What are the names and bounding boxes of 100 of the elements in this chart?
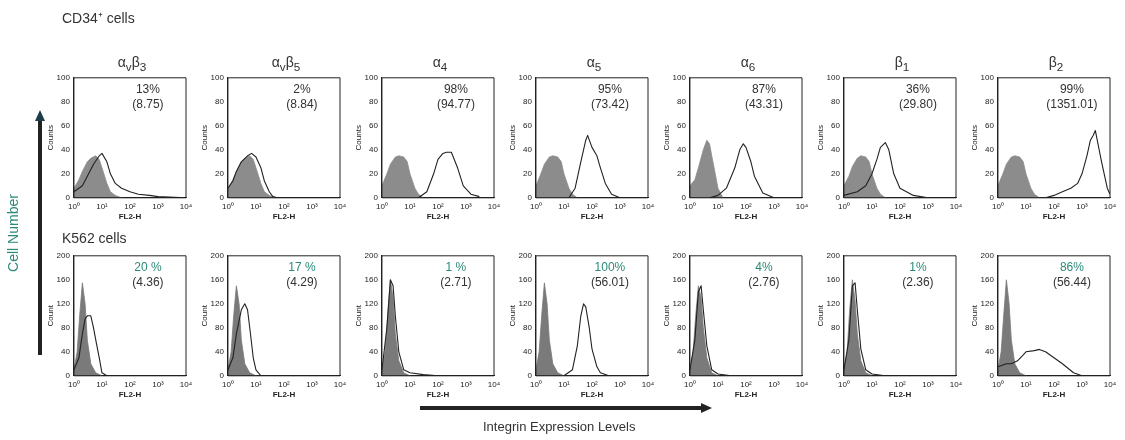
- x-tick-label: 10⁴: [641, 201, 655, 211]
- x-tick-label: 10²: [432, 201, 445, 211]
- x-tick-label: 10⁴: [949, 379, 963, 389]
- annotation: 4%: [755, 260, 773, 275]
- y-tick-label: 100: [364, 73, 379, 82]
- x-tick-label: 10²: [586, 201, 599, 211]
- x-axis-title: FL2-H: [888, 212, 912, 222]
- annotation: (43.31): [744, 97, 783, 112]
- annotation: 17 %: [288, 260, 316, 275]
- x-tick-label: 10²: [278, 201, 291, 211]
- text: Integrin Expression Levels: [483, 419, 636, 434]
- x-tick-label: 10²: [586, 379, 599, 389]
- y-tick-label: 80: [677, 97, 687, 106]
- x-tick-label: 10⁴: [487, 201, 501, 211]
- y-tick-label: 20: [677, 169, 687, 178]
- y-tick-label: 0: [989, 371, 995, 380]
- y-tick-label: 0: [835, 193, 841, 202]
- y-tick-label: 40: [677, 145, 687, 154]
- x-axis-title: FL2-H: [580, 212, 604, 222]
- y-tick-label: 0: [527, 193, 533, 202]
- y-tick-label: 80: [831, 97, 841, 106]
- x-tick-label: 10⁰: [837, 379, 850, 389]
- x-tick-label: 10⁰: [991, 379, 1004, 389]
- x-axis-title: FL2-H: [580, 390, 604, 400]
- y-tick-label: 100: [518, 73, 533, 82]
- annotation: 20 %: [134, 260, 162, 275]
- y-tick-label: 20: [831, 169, 841, 178]
- x-tick-label: 10¹: [712, 201, 725, 211]
- x-tick-label: 10³: [460, 379, 473, 389]
- annotation: (1351.01): [1046, 97, 1098, 112]
- x-tick-label: 10²: [1048, 379, 1061, 389]
- x-tick-label: 10²: [894, 201, 907, 211]
- annotation: 1 %: [445, 260, 467, 275]
- y-tick-label: 40: [985, 347, 995, 356]
- x-tick-label: 10²: [894, 379, 907, 389]
- y-axis-title: Counts: [662, 125, 671, 151]
- x-tick-label: 10¹: [250, 201, 263, 211]
- x-tick-label: 10²: [432, 379, 445, 389]
- y-tick-label: 80: [523, 97, 533, 106]
- x-tick-label: 10³: [614, 379, 627, 389]
- y-tick-label: 0: [373, 193, 379, 202]
- y-tick-label: 40: [831, 347, 841, 356]
- x-tick-label: 10⁴: [179, 379, 193, 389]
- x-axis-title: FL2-H: [1042, 212, 1066, 222]
- x-tick-label: 10³: [306, 379, 319, 389]
- y-tick-label: 0: [219, 193, 225, 202]
- y-axis-title: Count: [508, 304, 517, 327]
- y-axis-title: Count: [200, 304, 209, 327]
- x-tick-label: 10⁴: [179, 201, 193, 211]
- y-tick-label: 120: [672, 299, 687, 308]
- x-tick-label: 10¹: [866, 379, 879, 389]
- chart-title: α$_{6}$: [739, 54, 757, 73]
- x-axis-title: FL2-H: [272, 390, 296, 400]
- y-tick-label: 200: [518, 251, 533, 260]
- x-axis-title: FL2-H: [118, 212, 142, 222]
- annotation: (2.76): [748, 275, 780, 290]
- y-tick-label: 160: [518, 275, 533, 284]
- chart-title: α$_{v}$β$_{3}$: [116, 54, 148, 73]
- y-tick-label: 40: [369, 145, 379, 154]
- y-tick-label: 200: [672, 251, 687, 260]
- y-axis-title: Count: [46, 304, 55, 327]
- y-tick-label: 120: [56, 299, 71, 308]
- y-axis-title: Counts: [46, 125, 55, 151]
- x-tick-label: 10³: [460, 201, 473, 211]
- y-tick-label: 120: [518, 299, 533, 308]
- x-tick-label: 10²: [124, 201, 137, 211]
- x-tick-label: 10⁴: [949, 201, 963, 211]
- x-tick-label: 10¹: [96, 201, 109, 211]
- x-tick-label: 10¹: [1020, 379, 1033, 389]
- x-tick-label: 10⁴: [1103, 379, 1117, 389]
- annotation: (94.77): [436, 97, 475, 112]
- x-tick-label: 10⁴: [795, 201, 809, 211]
- annotation: (4.29): [286, 275, 318, 290]
- x-tick-label: 10²: [740, 201, 753, 211]
- x-tick-label: 10³: [1076, 379, 1089, 389]
- x-tick-label: 10³: [768, 379, 781, 389]
- x-axis-title: FL2-H: [426, 390, 450, 400]
- x-tick-label: 10³: [922, 379, 935, 389]
- chart-title: α$_{4}$: [431, 54, 449, 73]
- x-tick-label: 10³: [768, 201, 781, 211]
- y-tick-label: 160: [210, 275, 225, 284]
- y-tick-label: 40: [61, 347, 71, 356]
- x-tick-label: 10³: [1076, 201, 1089, 211]
- x-tick-label: 10¹: [866, 201, 879, 211]
- y-tick-label: 200: [364, 251, 379, 260]
- y-tick-label: 40: [369, 347, 379, 356]
- x-axis-title: FL2-H: [734, 390, 758, 400]
- y-tick-label: 0: [527, 371, 533, 380]
- annotation: (8.75): [132, 97, 164, 112]
- y-axis-title: Counts: [354, 125, 363, 151]
- y-tick-label: 160: [56, 275, 71, 284]
- x-tick-label: 10³: [152, 201, 165, 211]
- y-tick-label: 40: [523, 347, 533, 356]
- text: CD34⁺ cells: [62, 9, 135, 27]
- y-axis-title: Count: [354, 304, 363, 327]
- y-axis-title: Count: [970, 304, 979, 327]
- x-tick-label: 10¹: [712, 379, 725, 389]
- y-tick-label: 80: [369, 97, 379, 106]
- annotation: 95%: [597, 82, 623, 97]
- y-tick-label: 20: [369, 169, 379, 178]
